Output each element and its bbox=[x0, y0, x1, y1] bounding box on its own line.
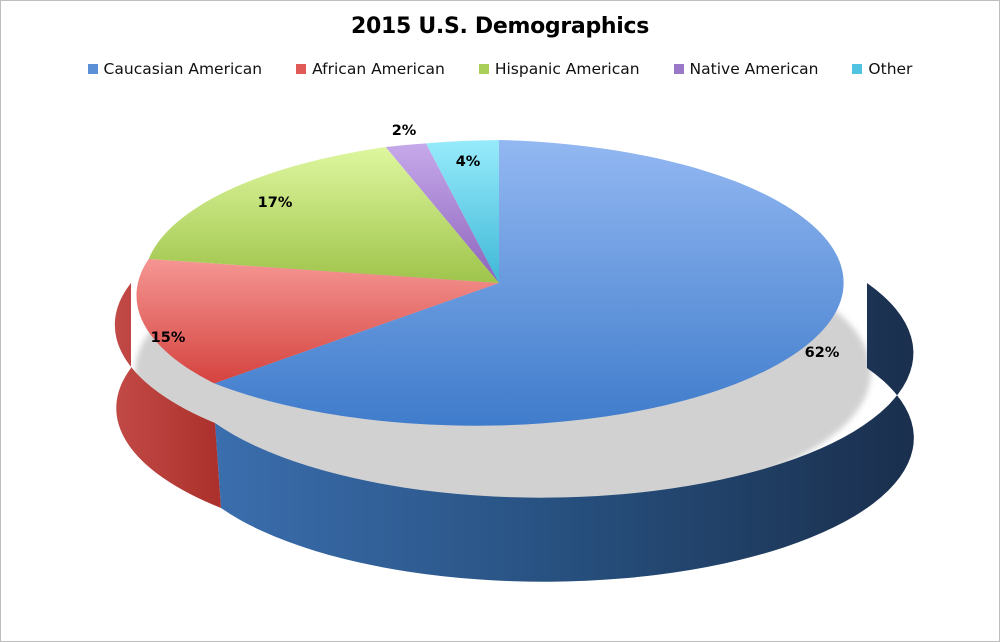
legend-swatch-icon bbox=[673, 64, 684, 74]
slice-native[interactable] bbox=[385, 143, 499, 283]
legend-swatch-icon bbox=[852, 64, 863, 74]
legend-label: African American bbox=[312, 60, 445, 78]
legend-item-african[interactable]: African American bbox=[296, 60, 445, 78]
legend-label: Caucasian American bbox=[103, 60, 263, 78]
legend-swatch-icon bbox=[478, 64, 489, 74]
data-label-caucasian: 62% bbox=[805, 345, 840, 361]
legend-swatch-icon bbox=[296, 64, 307, 74]
chart-legend: Caucasian American African American Hisp… bbox=[0, 60, 1000, 78]
legend-item-hispanic[interactable]: Hispanic American bbox=[478, 60, 640, 78]
legend-swatch-icon bbox=[87, 64, 98, 74]
data-label-native: 2% bbox=[392, 123, 417, 139]
slice-hispanic[interactable] bbox=[148, 147, 499, 283]
legend-label: Hispanic American bbox=[494, 60, 640, 78]
legend-item-native[interactable]: Native American bbox=[673, 60, 819, 78]
data-label-hispanic: 17% bbox=[258, 195, 293, 211]
legend-item-caucasian[interactable]: Caucasian American bbox=[87, 60, 263, 78]
legend-item-other[interactable]: Other bbox=[852, 60, 912, 78]
data-label-african: 15% bbox=[151, 330, 186, 346]
legend-label: Other bbox=[868, 60, 913, 78]
data-label-other: 4% bbox=[456, 154, 481, 170]
chart-title: 2015 U.S. Demographics bbox=[350, 14, 650, 39]
slice-caucasian[interactable] bbox=[214, 140, 844, 426]
slice-african[interactable] bbox=[136, 258, 499, 384]
slice-side-african bbox=[114, 283, 221, 508]
slice-other[interactable] bbox=[426, 140, 499, 283]
slice-side-caucasian bbox=[215, 283, 914, 582]
legend-label: Native American bbox=[689, 60, 819, 78]
